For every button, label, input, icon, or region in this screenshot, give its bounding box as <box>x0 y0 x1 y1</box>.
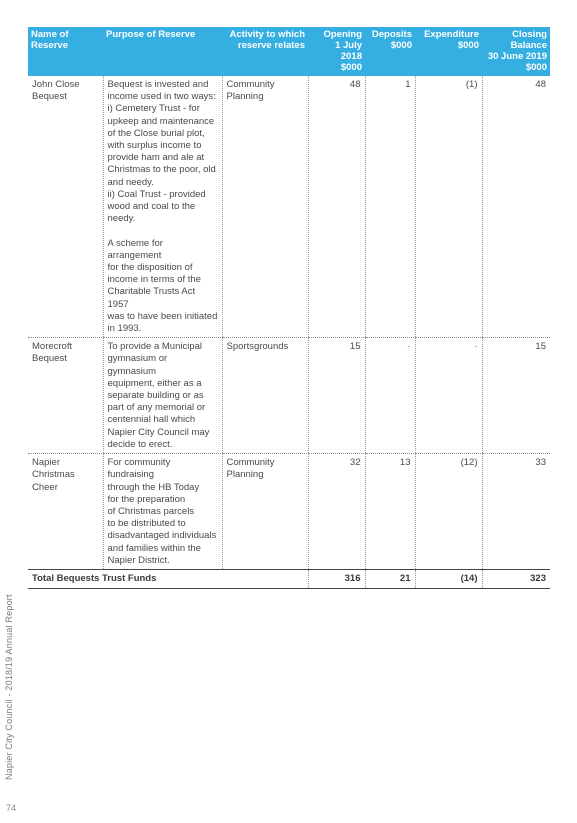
table-header-row: Name of Reserve Purpose of Reserve Activi… <box>28 27 550 76</box>
purpose-line: part of any memorial or <box>107 402 206 414</box>
closing-cell: 48 <box>481 76 550 339</box>
reserve-activity-cell: Community Planning <box>221 453 308 570</box>
closing-cell: 33 <box>481 453 550 570</box>
col-header-activity: Activity to which reserve relates <box>222 27 308 76</box>
purpose-line: Napier City Council may <box>107 426 210 438</box>
expenditure-cell: (1) <box>414 76 482 339</box>
deposits-cell: 13 <box>364 453 415 570</box>
col-header-expenditure: Expenditure $000 <box>415 27 482 76</box>
total-label: Total Bequests Trust Funds <box>28 568 308 590</box>
total-opening: 316 <box>307 568 365 590</box>
purpose-line: and needy. <box>107 176 154 188</box>
purpose-line: upkeep and maintenance <box>107 115 215 127</box>
col-header-name: Name of Reserve <box>28 27 103 76</box>
opening-cell: 48 <box>307 76 365 339</box>
purpose-line <box>108 225 218 237</box>
col-header-purpose: Purpose of Reserve <box>103 27 222 76</box>
purpose-line: for the disposition of <box>107 262 193 274</box>
col-header-deposits: Deposits $000 <box>365 27 415 76</box>
purpose-line: equipment, either as a <box>107 377 202 389</box>
purpose-line: centennial hall which <box>107 414 196 426</box>
deposits-cell: - <box>364 337 415 455</box>
purpose-line: in 1993. <box>107 323 142 335</box>
purpose-line: A scheme for arrangement <box>107 237 163 261</box>
purpose-line: decide to erect. <box>107 438 173 450</box>
table-row: Morecroft Bequest To provide a Municipal g… <box>28 337 550 455</box>
purpose-line: was to have been initiated <box>107 310 218 322</box>
purpose-line: and families within the <box>107 542 201 554</box>
purpose-line: of Christmas parcels <box>107 505 195 517</box>
purpose-line: Napier District. <box>107 554 170 566</box>
purpose-line: i) Cemetery Trust - for <box>107 103 200 115</box>
purpose-line: separate building or as <box>107 390 204 402</box>
purpose-line: income in terms of the <box>107 274 201 286</box>
purpose-line: needy. <box>107 213 136 225</box>
closing-cell: 15 <box>481 337 550 455</box>
reserve-purpose-cell: Bequest is invested and income used in tw… <box>102 76 222 339</box>
expenditure-cell: (12) <box>414 453 482 570</box>
purpose-line: with surplus income to <box>107 140 202 152</box>
reserve-purpose-cell: To provide a Municipal gymnasium or gymna… <box>102 337 222 455</box>
total-deposits: 21 <box>364 568 415 590</box>
purpose-line: gymnasium or gymnasium <box>107 353 168 377</box>
col-header-opening: Opening 1 July 2018 $000 <box>308 27 365 76</box>
purpose-line: through the HB Today <box>107 481 200 493</box>
total-expenditure: (14) <box>414 568 482 590</box>
reserve-purpose-cell: For community fundraising through the HB … <box>102 453 222 570</box>
purpose-line: income used in two ways: <box>107 91 216 103</box>
purpose-line: ii) Coal Trust - provided <box>107 188 206 200</box>
table-row: Napier Christmas Cheer For community fund… <box>28 453 550 570</box>
opening-cell: 32 <box>307 453 365 570</box>
col-header-closing: Closing Balance 30 June 2019 $000 <box>482 27 550 76</box>
reserve-activity-cell: Sportsgrounds <box>221 337 308 455</box>
purpose-line: to be distributed to <box>107 518 186 530</box>
purpose-line: Charitable Trusts Act 1957 <box>107 286 196 310</box>
deposits-cell: 1 <box>364 76 415 339</box>
purpose-line: for the preparation <box>107 493 186 505</box>
reserve-name-cell: Napier Christmas Cheer <box>28 453 103 570</box>
expenditure-cell: - <box>414 337 482 455</box>
total-row: Total Bequests Trust Funds 316 21 (14) 3… <box>28 568 550 590</box>
purpose-line: Bequest is invested and <box>107 79 209 90</box>
total-closing: 323 <box>481 568 550 590</box>
purpose-line: disadvantaged individuals <box>107 530 217 542</box>
purpose-line: To provide a Municipal <box>107 341 203 353</box>
reserve-name-cell: John Close Bequest <box>28 76 103 339</box>
report-title-text: Napier City Council - 2018/19 Annual Rep… <box>4 594 14 780</box>
page-number: 74 <box>6 803 17 813</box>
opening-cell: 15 <box>307 337 365 455</box>
reserve-activity-cell: Community Planning <box>221 76 308 339</box>
purpose-line: Christmas to the poor, old <box>107 164 216 176</box>
bequests-table-container: Name of Reserve Purpose of Reserve Activi… <box>28 27 550 590</box>
reserve-name-cell: Morecroft Bequest <box>28 337 103 455</box>
purpose-line: wood and coal to the <box>107 201 196 213</box>
bequests-trust-funds-table: Name of Reserve Purpose of Reserve Activi… <box>28 27 550 590</box>
report-sidebar-title: Napier City Council - 2018/19 Annual Rep… <box>4 594 18 780</box>
purpose-line: of the Close burial plot, <box>107 127 205 139</box>
purpose-line: provide ham and ale at <box>107 152 205 164</box>
table-row: John Close Bequest Bequest is invested an… <box>28 76 550 339</box>
purpose-line: For community fundraising <box>107 457 171 481</box>
